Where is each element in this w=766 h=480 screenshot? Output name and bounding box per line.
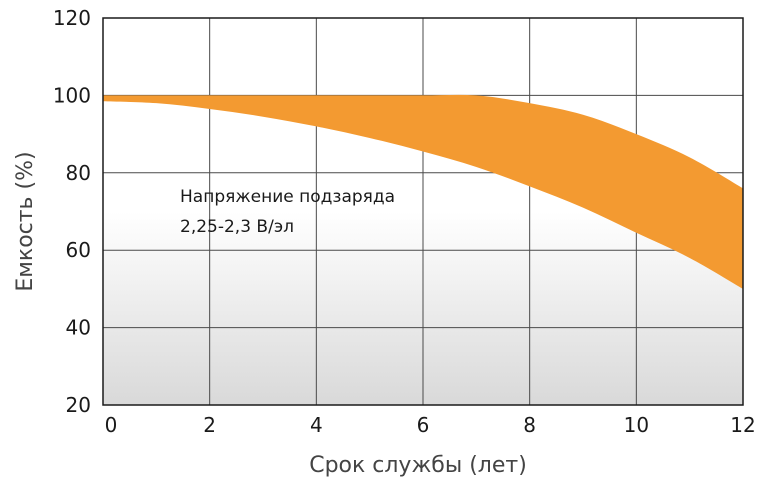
plot-frame <box>102 17 744 406</box>
y-tick-label-120: 120 <box>53 6 91 30</box>
capacity-band <box>103 94 743 289</box>
x-tick-label-4: 4 <box>310 413 323 437</box>
y-tick-labels: 20 40 60 80 100 120 <box>53 6 91 417</box>
x-tick-label-10: 10 <box>624 413 649 437</box>
y-tick-label-20: 20 <box>66 393 91 417</box>
x-tick-label-8: 8 <box>523 413 536 437</box>
annotation-line-1: Напряжение подзаряда <box>180 187 395 207</box>
annotation-line-2: 2,25-2,3 В/эл <box>180 217 294 237</box>
x-tick-labels: 0 2 4 6 8 10 12 <box>105 413 756 437</box>
x-tick-label-6: 6 <box>417 413 430 437</box>
x-tick-label-12: 12 <box>730 413 755 437</box>
x-axis-label: Срок службы (лет) <box>309 453 527 478</box>
x-tick-label-2: 2 <box>203 413 216 437</box>
y-tick-label-80: 80 <box>66 161 91 185</box>
y-tick-label-40: 40 <box>66 316 91 340</box>
x-tick-label-0: 0 <box>105 413 118 437</box>
y-tick-label-100: 100 <box>53 83 91 107</box>
y-axis-label: Емкость (%) <box>13 151 38 291</box>
y-tick-label-60: 60 <box>66 238 91 262</box>
